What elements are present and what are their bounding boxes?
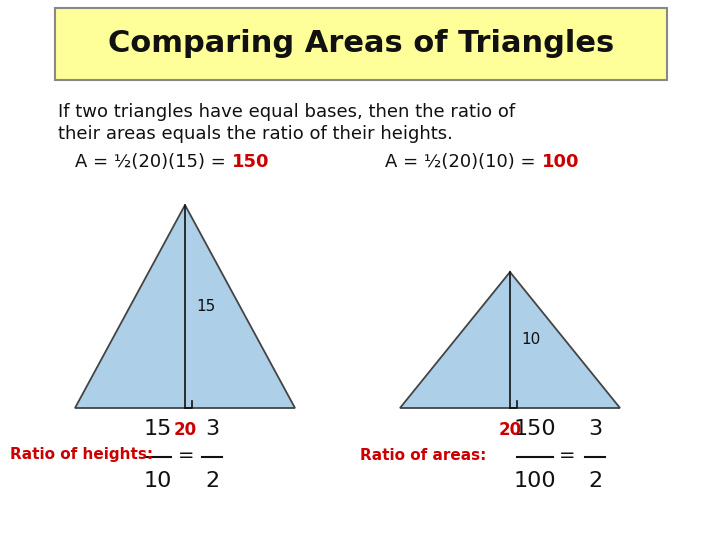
Text: 100: 100 (542, 153, 580, 171)
Text: 2: 2 (588, 471, 602, 491)
Text: their areas equals the ratio of their heights.: their areas equals the ratio of their he… (58, 125, 453, 143)
Text: 2: 2 (205, 471, 219, 491)
Text: 3: 3 (205, 419, 219, 439)
Text: =: = (559, 446, 575, 464)
Text: 15: 15 (144, 419, 172, 439)
Text: Comparing Areas of Triangles: Comparing Areas of Triangles (108, 30, 614, 58)
Text: 15: 15 (196, 299, 215, 314)
Text: 150: 150 (232, 153, 269, 171)
Text: 10: 10 (144, 471, 172, 491)
Text: Ratio of heights:: Ratio of heights: (10, 448, 158, 462)
Bar (55, 8, 667, 80)
Polygon shape (75, 205, 295, 408)
Text: 10: 10 (521, 333, 540, 348)
Text: Ratio of areas:: Ratio of areas: (360, 448, 492, 462)
Text: 20: 20 (174, 421, 197, 439)
Polygon shape (400, 272, 620, 408)
Text: 20: 20 (498, 421, 521, 439)
Text: 3: 3 (588, 419, 602, 439)
Text: A = ½(20)(15) =: A = ½(20)(15) = (75, 153, 232, 171)
Text: 150: 150 (513, 419, 557, 439)
Text: If two triangles have equal bases, then the ratio of: If two triangles have equal bases, then … (58, 103, 515, 121)
Text: A = ½(20)(10) =: A = ½(20)(10) = (385, 153, 541, 171)
Text: =: = (178, 446, 194, 464)
Text: 100: 100 (513, 471, 557, 491)
